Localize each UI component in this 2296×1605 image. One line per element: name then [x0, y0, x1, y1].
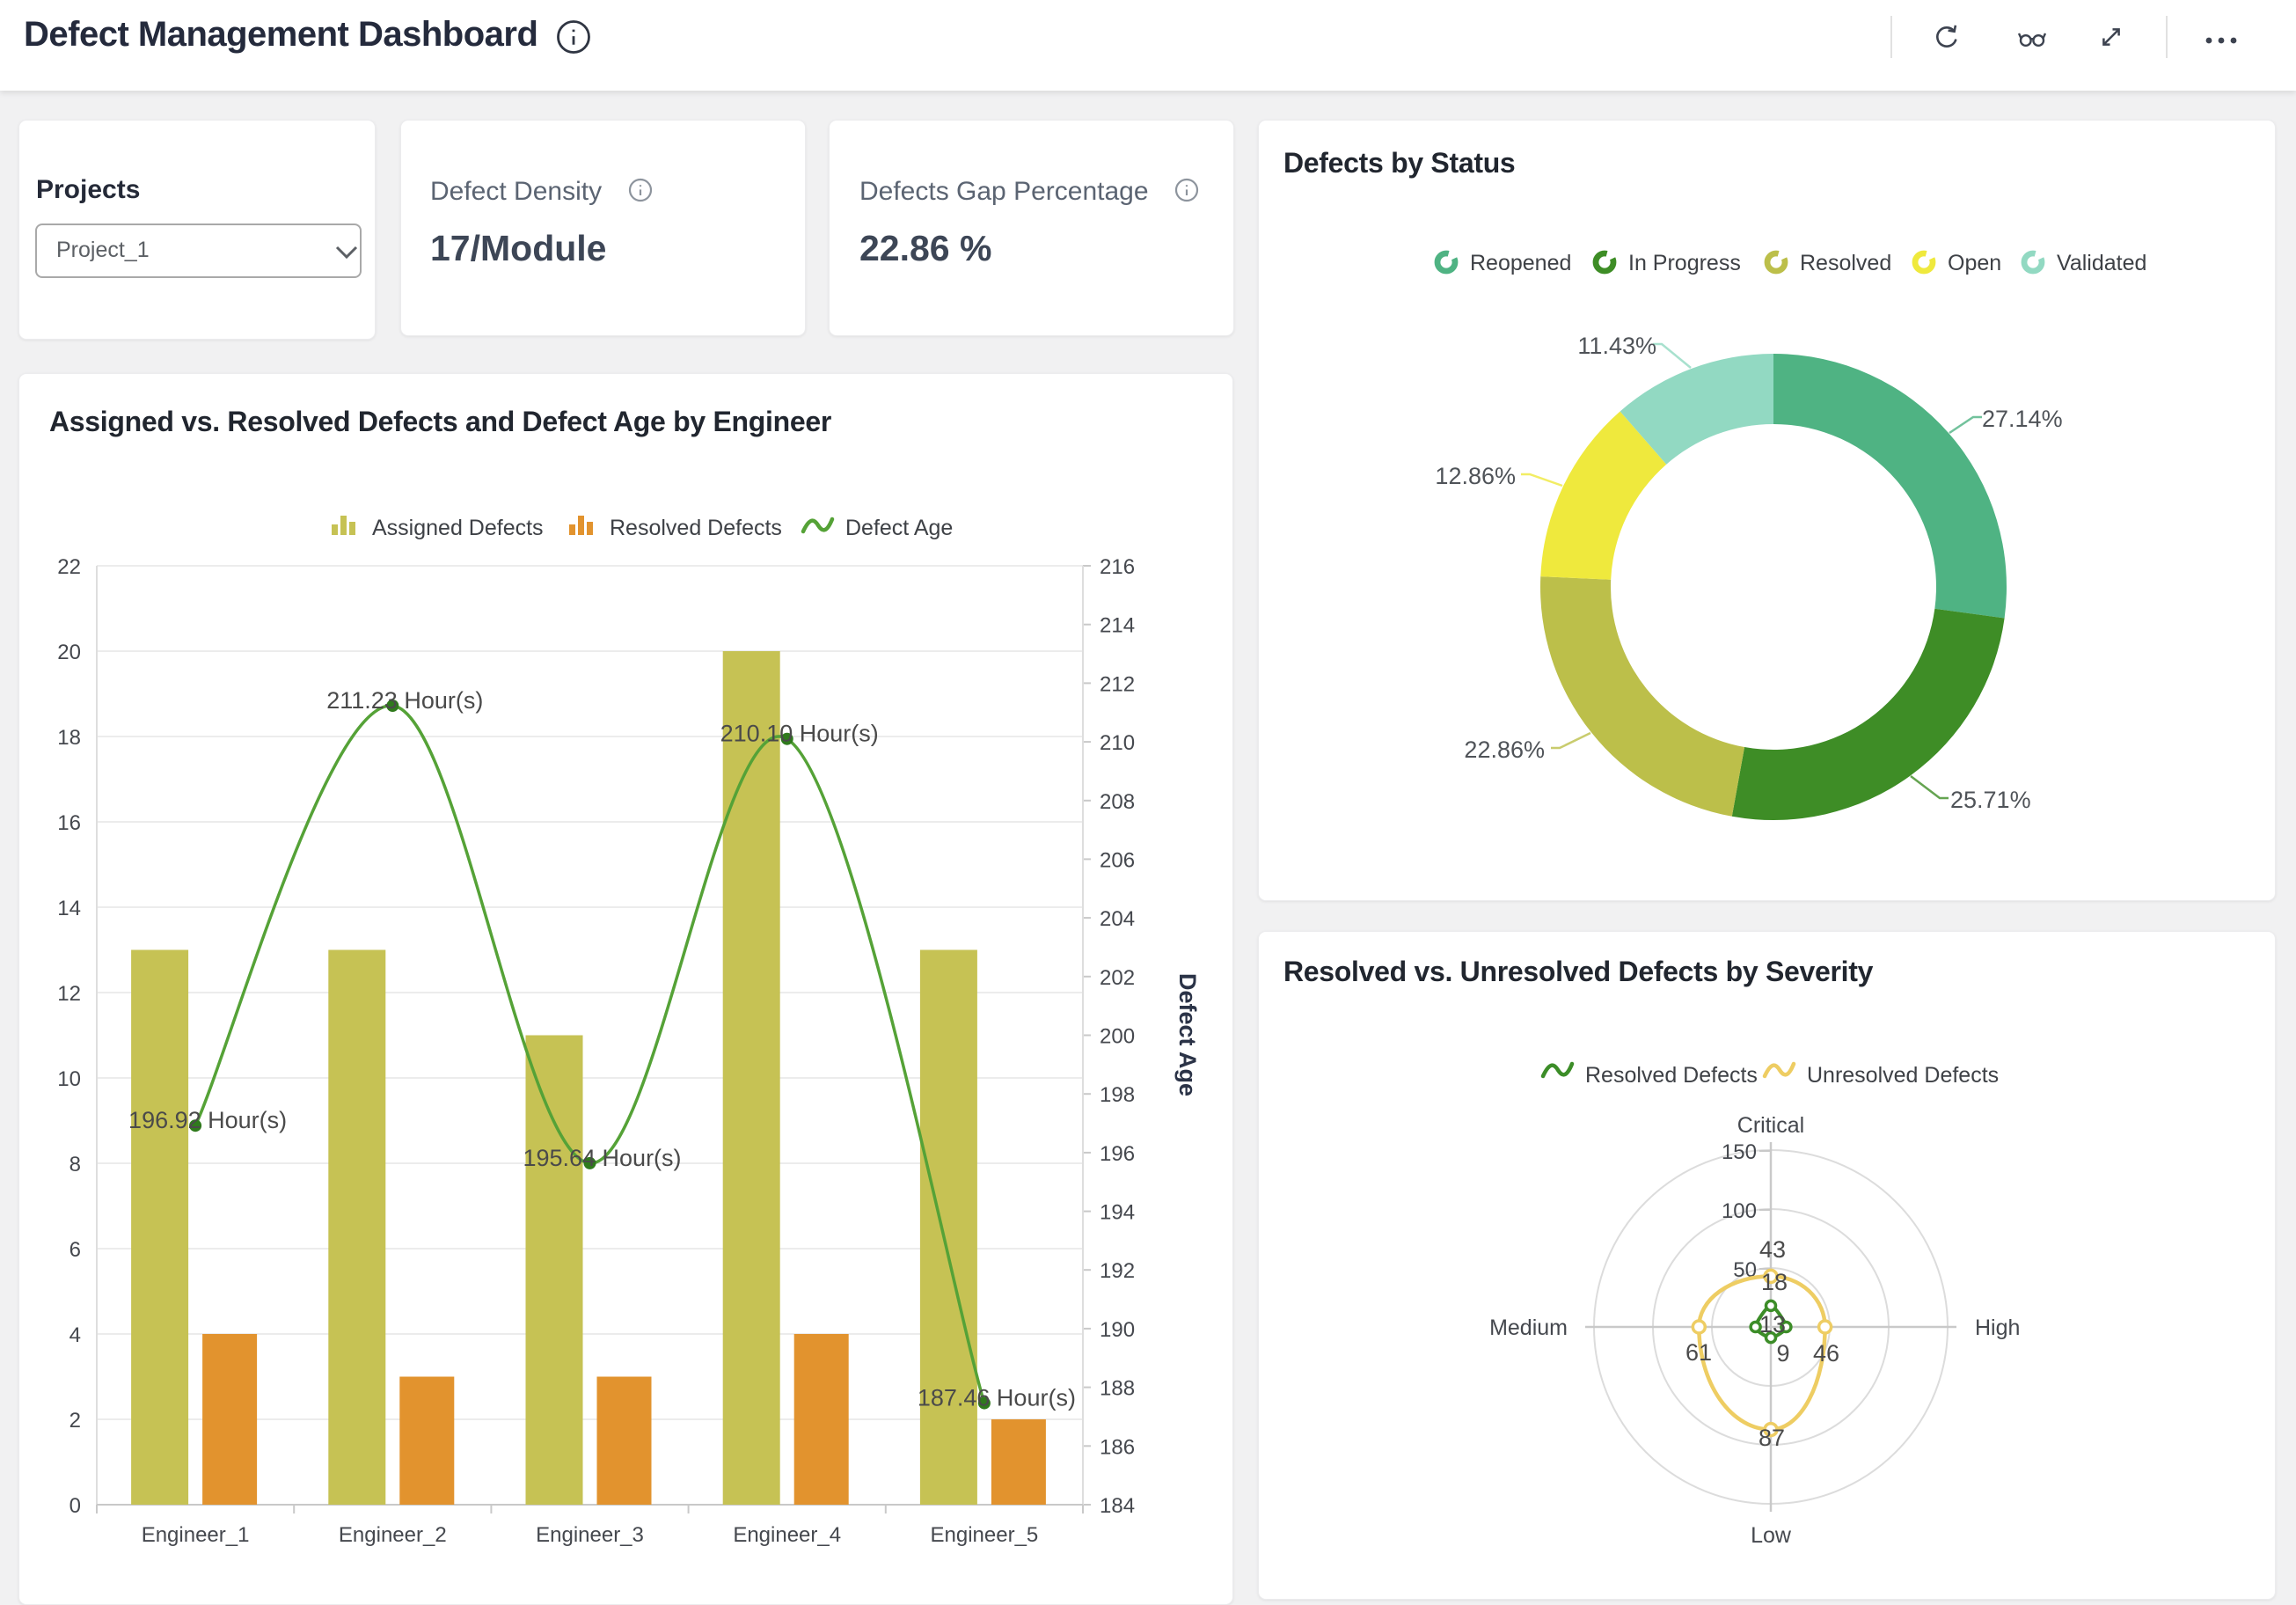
svg-text:9: 9 — [1776, 1340, 1789, 1367]
svg-text:High: High — [1975, 1316, 2020, 1340]
svg-text:43: 43 — [1759, 1236, 1786, 1263]
svg-text:Medium: Medium — [1489, 1316, 1568, 1340]
svg-text:Engineer_3: Engineer_3 — [536, 1523, 644, 1547]
svg-text:196: 196 — [1100, 1142, 1135, 1166]
svg-text:4: 4 — [69, 1323, 81, 1347]
svg-text:Defect Age: Defect Age — [1174, 973, 1201, 1096]
svg-text:10: 10 — [57, 1067, 81, 1091]
svg-text:184: 184 — [1100, 1494, 1135, 1518]
svg-text:Resolved Defects: Resolved Defects — [1585, 1063, 1758, 1088]
svg-text:25.71%: 25.71% — [1950, 787, 2031, 813]
svg-text:Engineer_1: Engineer_1 — [142, 1523, 250, 1547]
svg-text:211.23 Hour(s): 211.23 Hour(s) — [326, 687, 483, 714]
svg-text:206: 206 — [1100, 848, 1135, 872]
svg-text:195.64 Hour(s): 195.64 Hour(s) — [523, 1145, 681, 1171]
svg-text:16: 16 — [57, 811, 81, 835]
svg-text:186: 186 — [1100, 1435, 1135, 1459]
svg-text:214: 214 — [1100, 614, 1135, 638]
svg-text:46: 46 — [1813, 1340, 1839, 1367]
svg-text:Low: Low — [1751, 1523, 1792, 1548]
svg-text:208: 208 — [1100, 790, 1135, 814]
svg-text:61: 61 — [1685, 1339, 1712, 1366]
svg-text:Assigned Defects: Assigned Defects — [372, 516, 544, 540]
svg-text:12: 12 — [57, 982, 81, 1006]
svg-text:12.86%: 12.86% — [1435, 463, 1516, 489]
svg-text:150: 150 — [1722, 1140, 1757, 1164]
svg-text:192: 192 — [1100, 1259, 1135, 1283]
svg-text:Engineer_4: Engineer_4 — [733, 1523, 841, 1547]
svg-text:188: 188 — [1100, 1377, 1135, 1401]
svg-text:198: 198 — [1100, 1083, 1135, 1107]
svg-text:210.10 Hour(s): 210.10 Hour(s) — [720, 721, 879, 747]
svg-text:194: 194 — [1100, 1201, 1135, 1225]
svg-text:190: 190 — [1100, 1318, 1135, 1342]
svg-text:14: 14 — [57, 897, 81, 920]
svg-text:Validated: Validated — [2057, 251, 2146, 275]
svg-text:204: 204 — [1100, 907, 1135, 931]
svg-text:Open: Open — [1948, 251, 2001, 275]
svg-text:210: 210 — [1100, 731, 1135, 755]
svg-text:216: 216 — [1100, 555, 1135, 579]
svg-text:Critical: Critical — [1737, 1113, 1804, 1138]
svg-text:22.86%: 22.86% — [1464, 737, 1545, 763]
svg-text:Resolved: Resolved — [1800, 251, 1891, 275]
svg-text:187.46 Hour(s): 187.46 Hour(s) — [918, 1385, 1076, 1411]
svg-text:196.92 Hour(s): 196.92 Hour(s) — [128, 1107, 287, 1133]
svg-text:8: 8 — [69, 1153, 81, 1176]
svg-text:11.43%: 11.43% — [1577, 333, 1656, 359]
svg-text:Resolved Defects: Resolved Defects — [610, 516, 782, 540]
svg-text:18: 18 — [1761, 1269, 1788, 1295]
svg-text:Engineer_2: Engineer_2 — [339, 1523, 447, 1547]
svg-text:200: 200 — [1100, 1025, 1135, 1049]
svg-text:Reopened: Reopened — [1470, 251, 1571, 275]
svg-text:100: 100 — [1722, 1199, 1757, 1223]
svg-text:87: 87 — [1759, 1425, 1785, 1451]
svg-text:In Progress: In Progress — [1628, 251, 1741, 275]
svg-text:Unresolved Defects: Unresolved Defects — [1807, 1063, 1999, 1088]
svg-text:2: 2 — [69, 1409, 81, 1433]
svg-text:6: 6 — [69, 1238, 81, 1262]
svg-text:0: 0 — [69, 1494, 81, 1518]
svg-text:Defect Age: Defect Age — [845, 516, 953, 540]
svg-text:20: 20 — [57, 641, 81, 664]
svg-text:22: 22 — [57, 555, 81, 579]
svg-text:212: 212 — [1100, 672, 1135, 696]
svg-text:27.14%: 27.14% — [1982, 406, 2063, 432]
svg-text:Engineer_5: Engineer_5 — [931, 1523, 1039, 1547]
svg-text:13: 13 — [1759, 1311, 1786, 1338]
svg-text:202: 202 — [1100, 966, 1135, 990]
svg-text:18: 18 — [57, 726, 81, 750]
